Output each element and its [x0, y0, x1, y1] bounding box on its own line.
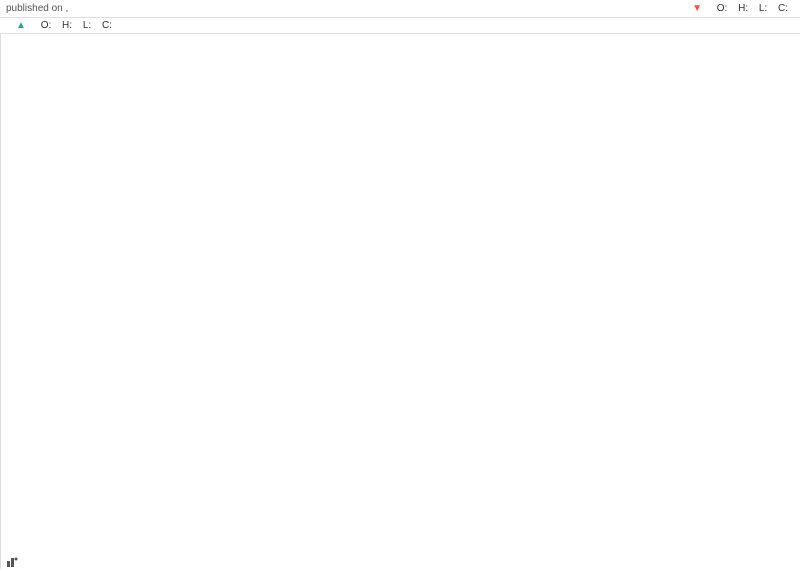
- header-bar: published on , ▼ O: H: L: C:: [0, 0, 800, 18]
- header-left: published on ,: [6, 3, 68, 14]
- left-quote: ▲ O: H: L: C:: [6, 20, 118, 31]
- footer: [0, 553, 28, 571]
- tradingview-icon: [6, 556, 18, 568]
- chart-panels: [0, 34, 800, 569]
- subheader-bar: ▲ O: H: L: C:: [0, 18, 800, 34]
- ltc-panel[interactable]: [0, 34, 1, 569]
- header-quote: ▼ O: H: L: C:: [682, 3, 794, 14]
